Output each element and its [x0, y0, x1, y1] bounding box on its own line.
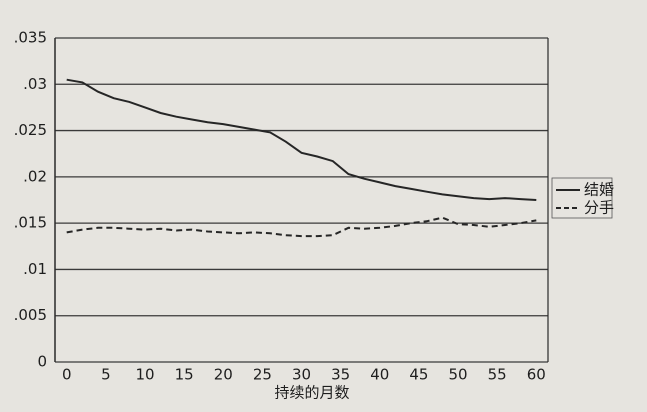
y-tick-label: .01 [23, 260, 47, 278]
y-tick-label: .015 [14, 214, 47, 232]
x-tick-label: 25 [253, 366, 272, 384]
y-tick-label: .03 [23, 75, 47, 93]
y-tick-label: .035 [14, 29, 47, 47]
x-tick-label: 35 [331, 366, 350, 384]
x-tick-label: 50 [448, 366, 467, 384]
legend-label: 分手 [584, 199, 614, 217]
x-tick-label: 60 [527, 366, 546, 384]
y-tick-label: 0 [37, 353, 47, 371]
y-tick-label: .005 [14, 306, 47, 324]
legend-box [551, 177, 613, 219]
x-tick-label: 15 [175, 366, 194, 384]
x-tick-label: 0 [62, 366, 72, 384]
y-tick-label: .025 [14, 121, 47, 139]
x-tick-label: 45 [409, 366, 428, 384]
y-tick-label: .02 [23, 167, 47, 185]
x-tick-label: 40 [370, 366, 389, 384]
x-tick-label: 10 [135, 366, 154, 384]
x-tick-label: 5 [101, 366, 111, 384]
x-tick-label: 30 [292, 366, 311, 384]
legend-label: 结婚 [584, 181, 614, 199]
series-line [66, 216, 537, 238]
series-line [66, 78, 537, 201]
x-tick-label: 20 [214, 366, 233, 384]
x-axis-label: 持续的月数 [274, 384, 349, 402]
x-tick-label: 55 [488, 366, 507, 384]
